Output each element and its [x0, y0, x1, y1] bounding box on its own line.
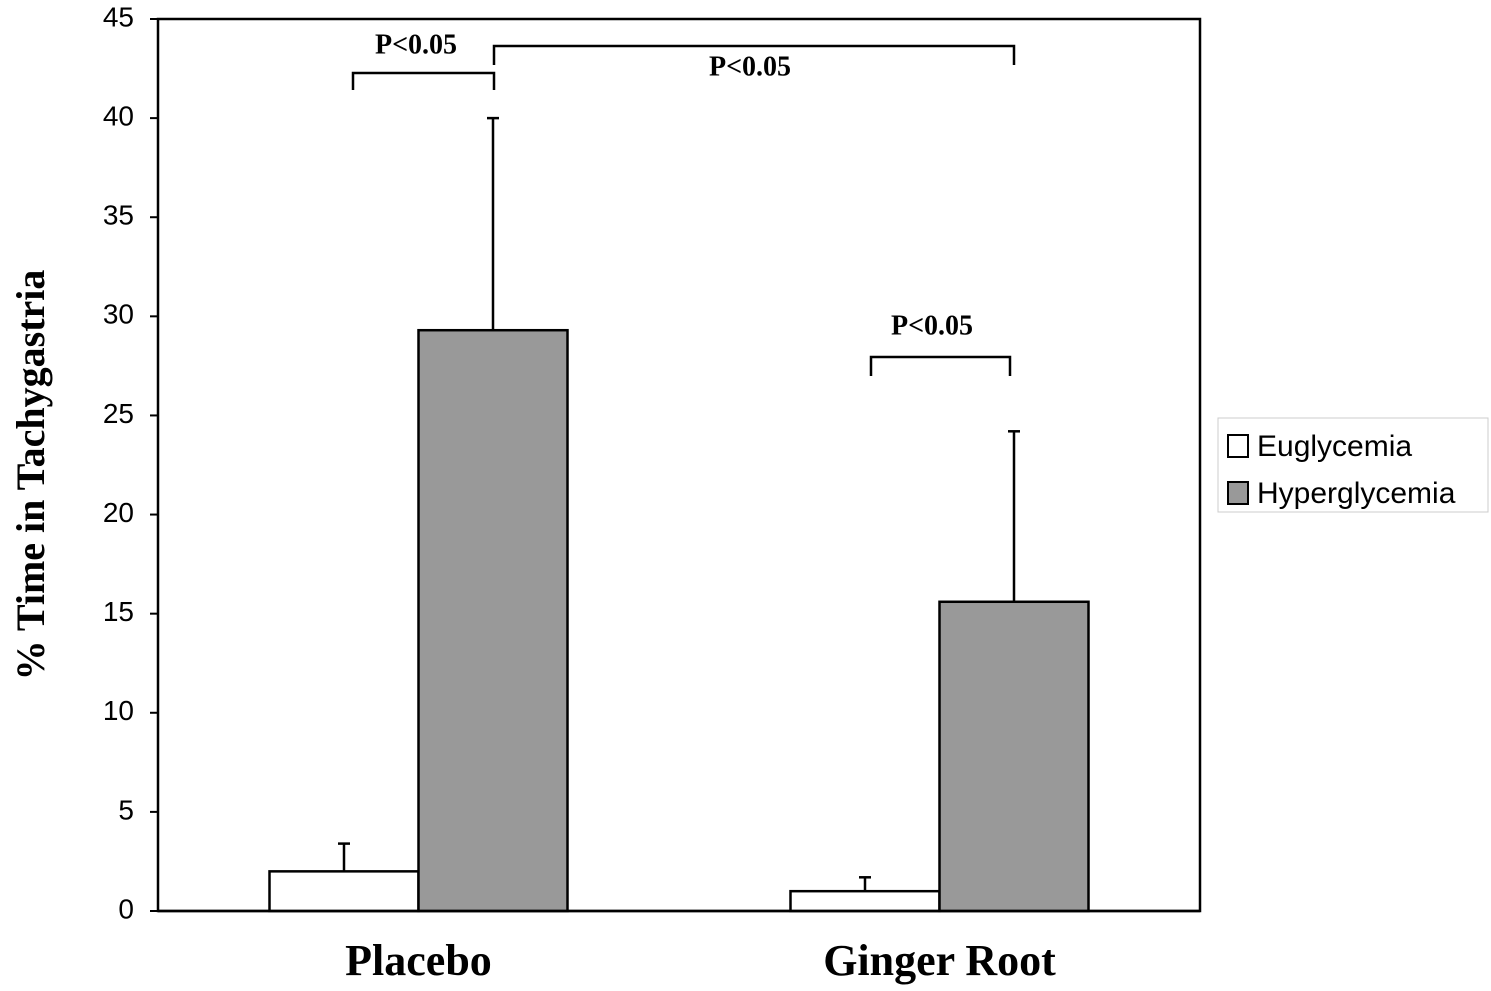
bar: [789, 889, 941, 913]
bar: [268, 870, 420, 913]
y-tick-label: 45: [103, 1, 134, 32]
annotation: P<0.05: [375, 29, 457, 60]
y-tick-label: 0: [118, 893, 134, 924]
bar: [938, 600, 1090, 913]
annotation: P<0.05: [709, 51, 791, 82]
y-tick-label: 35: [103, 200, 134, 231]
y-tick-label: 10: [103, 695, 134, 726]
legend-label: Hyperglycemia: [1257, 477, 1456, 510]
y-tick-label: 40: [103, 101, 134, 132]
legend-swatch: [1227, 434, 1249, 458]
y-tick-label: 20: [103, 497, 134, 528]
y-tick-label: 25: [103, 398, 134, 429]
y-axis-label: % Time in Tachygastria: [8, 270, 53, 681]
y-tick-label: 5: [118, 794, 134, 825]
legend-swatch: [1227, 481, 1249, 505]
legend-box: [1217, 417, 1489, 513]
bracket: [869, 355, 1012, 376]
y-tick-label: 30: [103, 299, 134, 330]
annotation: P<0.05: [891, 310, 973, 341]
bracket: [351, 71, 496, 90]
bracket: [492, 44, 1016, 65]
bar: [417, 328, 569, 913]
y-tick-label: 15: [103, 596, 134, 627]
x-tick-label: Ginger Root: [823, 936, 1056, 985]
x-tick-label: Placebo: [345, 936, 492, 985]
legend-label: Euglycemia: [1257, 430, 1412, 463]
